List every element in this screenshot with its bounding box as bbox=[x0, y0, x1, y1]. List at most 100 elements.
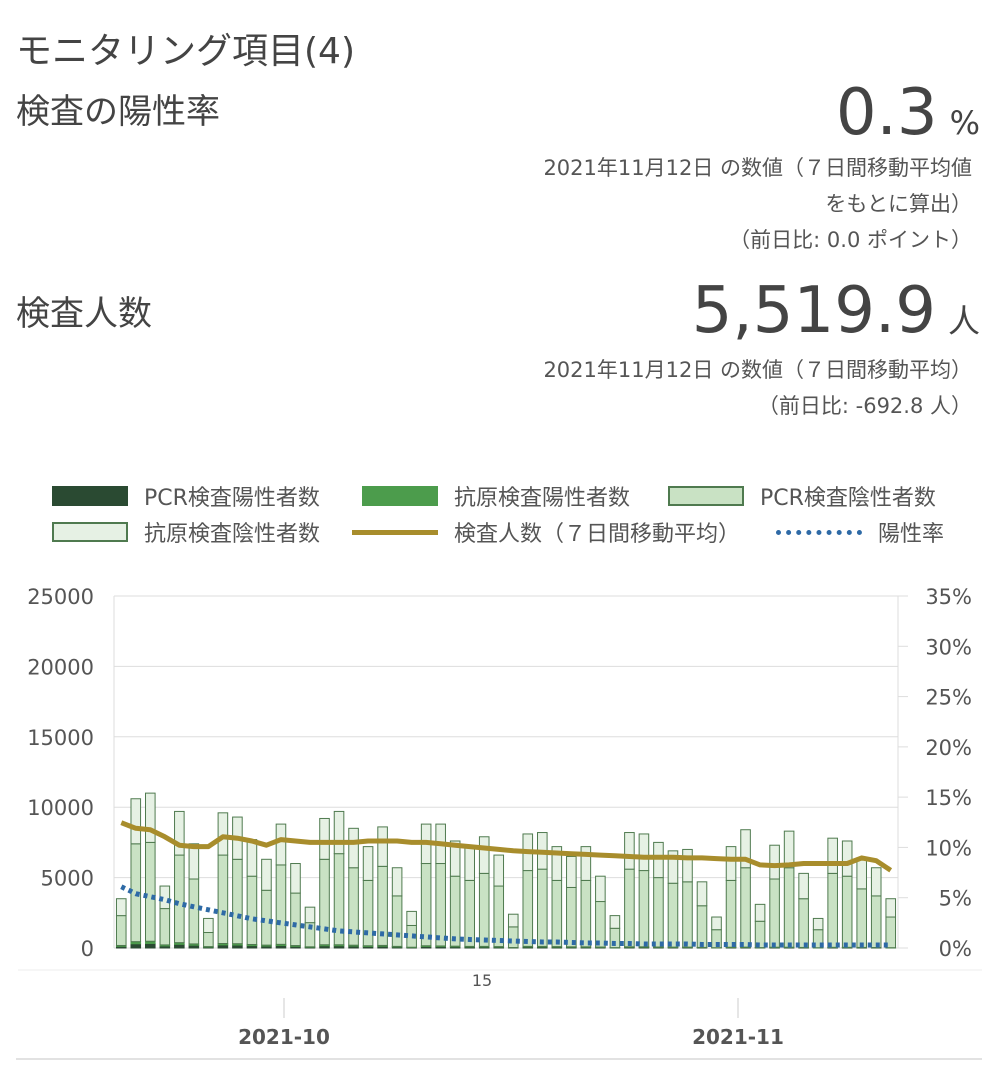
bar-antigen-negative bbox=[290, 863, 301, 894]
bar-antigen-negative bbox=[493, 854, 505, 887]
bar-antigen-negative bbox=[566, 855, 577, 888]
chart-legend: PCR検査陽性者数 抗原検査陽性者数 PCR検査陰性者数 抗原検査陰性者数 検査… bbox=[0, 478, 1006, 558]
bottom-divider bbox=[16, 1058, 982, 1060]
bar-antigen-negative bbox=[885, 898, 897, 918]
positivity-value: 0.3% bbox=[836, 76, 980, 150]
x-minor-tick-label: 15 bbox=[472, 971, 492, 990]
legend-item-antigen-positive[interactable]: 抗原検査陽性者数 bbox=[362, 478, 630, 514]
bar-antigen-negative bbox=[449, 840, 461, 877]
chart-bars bbox=[115, 792, 897, 949]
bar-antigen-negative bbox=[827, 837, 838, 874]
positivity-unit: % bbox=[949, 104, 980, 142]
legend-item-antigen-negative[interactable]: 抗原検査陰性者数 bbox=[52, 514, 320, 550]
bar-antigen-negative bbox=[406, 910, 417, 926]
y-right-tick-label: 35% bbox=[925, 585, 972, 609]
positivity-label: 検査の陽性率 bbox=[16, 92, 220, 132]
bar-pcr-negative bbox=[232, 858, 243, 945]
bar-antigen-negative bbox=[551, 846, 563, 881]
legend-item-moving-average[interactable]: 検査人数（７日間移動平均） bbox=[352, 514, 740, 550]
tests-note: 2021年11月12日 の数値（７日間移動平均） （前日比: -692.8 人） bbox=[543, 352, 972, 424]
bar-pcr-negative bbox=[290, 892, 301, 947]
bar-pcr-negative bbox=[769, 878, 780, 948]
bar-pcr-negative bbox=[580, 879, 592, 948]
bar-pcr-negative bbox=[435, 863, 446, 947]
tests-number: 5,519.9 bbox=[691, 274, 936, 348]
bar-antigen-negative bbox=[507, 913, 519, 928]
y-right-tick-label: 25% bbox=[925, 686, 972, 710]
bar-antigen-negative bbox=[145, 792, 156, 843]
bar-antigen-negative bbox=[319, 817, 330, 860]
y-right-tick-label: 20% bbox=[925, 736, 972, 760]
bar-antigen-negative bbox=[682, 848, 693, 883]
bar-pcr-negative bbox=[682, 881, 693, 948]
bar-antigen-negative bbox=[595, 875, 606, 903]
bar-pcr-negative bbox=[275, 864, 287, 945]
bar-antigen-negative bbox=[812, 917, 824, 931]
tests-label: 検査人数 bbox=[16, 294, 152, 334]
bar-antigen-negative bbox=[261, 858, 272, 891]
y-left-tick-label: 10000 bbox=[27, 796, 94, 820]
bar-antigen-negative bbox=[203, 917, 214, 934]
y-left-tick-label: 5000 bbox=[41, 867, 94, 891]
bar-antigen-negative bbox=[391, 867, 403, 897]
bar-pcr-negative bbox=[478, 872, 490, 947]
bar-antigen-negative bbox=[725, 846, 737, 881]
legend-item-pcr-negative[interactable]: PCR検査陰性者数 bbox=[668, 478, 936, 514]
bar-pcr-negative bbox=[188, 878, 200, 945]
bar-pcr-negative bbox=[507, 926, 519, 949]
legend-label-pcr-negative: PCR検査陰性者数 bbox=[760, 486, 936, 511]
page-title: モニタリング項目(4) bbox=[16, 31, 355, 72]
legend-swatch-positivity-rate bbox=[776, 529, 862, 535]
bar-pcr-negative bbox=[449, 875, 461, 947]
legend-label-moving-average: 検査人数（７日間移動平均） bbox=[454, 522, 741, 547]
bar-pcr-negative bbox=[246, 875, 258, 945]
positivity-number: 0.3 bbox=[835, 76, 938, 150]
positivity-note-line3: （前日比: 0.0 ポイント） bbox=[729, 228, 972, 252]
bar-antigen-negative bbox=[653, 841, 664, 879]
legend-item-positivity-rate[interactable]: 陽性率 bbox=[776, 514, 944, 550]
legend-swatch-antigen-negative bbox=[52, 522, 128, 542]
bar-antigen-negative bbox=[377, 826, 388, 867]
legend-swatch-pcr-negative bbox=[668, 486, 744, 506]
legend-label-antigen-positive: 抗原検査陽性者数 bbox=[454, 486, 631, 511]
bar-antigen-negative bbox=[348, 827, 359, 869]
bar-pcr-negative bbox=[566, 886, 577, 948]
bar-antigen-negative bbox=[740, 829, 751, 869]
bar-pcr-negative bbox=[827, 872, 838, 948]
bar-antigen-negative bbox=[333, 810, 345, 855]
y-right-tick-label: 0% bbox=[939, 937, 972, 961]
positivity-note-line1: 2021年11月12日 の数値（７日間移動平均値 bbox=[543, 156, 972, 180]
bar-antigen-negative bbox=[115, 898, 127, 917]
bar-antigen-negative bbox=[130, 798, 142, 845]
chart-lines bbox=[120, 820, 893, 948]
bar-pcr-negative bbox=[783, 867, 795, 948]
bar-pcr-negative bbox=[115, 915, 127, 946]
bar-pcr-negative bbox=[551, 879, 563, 948]
bar-pcr-negative bbox=[667, 882, 679, 948]
test-chart: 0 5000 10000 15000 20000 25000 0% 5% 10% 15% 20% 25… bbox=[18, 585, 982, 1049]
series-moving-average bbox=[120, 820, 893, 873]
bar-pcr-positive bbox=[130, 943, 142, 949]
bar-antigen-negative bbox=[478, 836, 490, 874]
bar-pcr-negative bbox=[420, 863, 432, 947]
tests-note-line1: 2021年11月12日 の数値（７日間移動平均） bbox=[543, 358, 972, 382]
bar-pcr-negative bbox=[159, 908, 171, 946]
bar-pcr-negative bbox=[798, 898, 809, 948]
tests-unit: 人 bbox=[947, 302, 980, 340]
bar-antigen-negative bbox=[638, 833, 650, 872]
bar-pcr-negative bbox=[653, 877, 664, 948]
bar-pcr-negative bbox=[203, 932, 214, 948]
bar-pcr-negative bbox=[870, 895, 882, 949]
bar-antigen-negative bbox=[696, 881, 708, 907]
bar-antigen-negative bbox=[769, 844, 780, 880]
bar-antigen-negative bbox=[856, 857, 867, 890]
legend-item-pcr-positive[interactable]: PCR検査陽性者数 bbox=[52, 478, 320, 514]
bar-antigen-negative bbox=[870, 867, 882, 897]
bar-pcr-negative bbox=[696, 905, 708, 948]
y-left-tick-label: 20000 bbox=[27, 655, 94, 679]
bar-pcr-positive bbox=[174, 943, 185, 949]
y-right-tick-label: 10% bbox=[925, 836, 972, 860]
bar-antigen-negative bbox=[609, 915, 621, 929]
bar-antigen-negative bbox=[711, 916, 722, 931]
bar-pcr-negative bbox=[391, 895, 403, 947]
